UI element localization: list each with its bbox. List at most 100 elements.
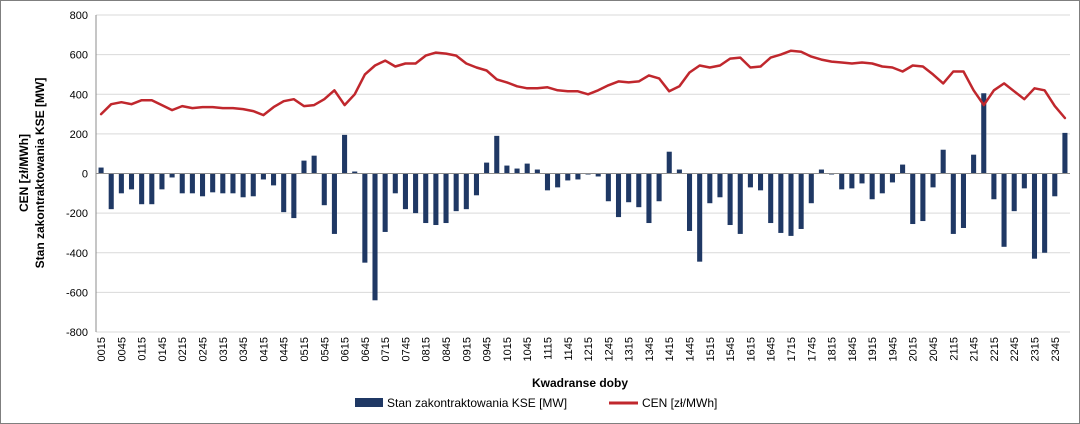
- bar: [737, 173, 743, 234]
- x-tick-label: 2245: [1009, 337, 1021, 361]
- y-tick-label: 400: [70, 89, 88, 101]
- x-tick-label: 2215: [989, 337, 1001, 361]
- bar: [514, 168, 520, 174]
- bar: [291, 173, 297, 219]
- bar: [788, 173, 794, 236]
- bar: [169, 173, 175, 178]
- x-tick-label: 1445: [685, 337, 697, 361]
- bar: [484, 162, 490, 174]
- bar: [1052, 173, 1058, 197]
- x-tick-label: 0815: [421, 337, 433, 361]
- bar: [362, 173, 368, 263]
- x-tick-label: 1015: [502, 337, 514, 361]
- x-tick-label: 0545: [319, 337, 331, 361]
- bar: [1001, 173, 1007, 247]
- bar: [849, 173, 855, 189]
- x-tick-label: 1415: [664, 337, 676, 361]
- bar: [108, 173, 114, 210]
- x-tick-label: 0915: [461, 337, 473, 361]
- bar: [940, 149, 946, 174]
- bar: [605, 173, 611, 202]
- bar: [331, 173, 337, 234]
- bar: [321, 173, 327, 206]
- bar: [473, 173, 480, 196]
- bar: [118, 173, 124, 194]
- bar: [1042, 173, 1048, 253]
- x-tick-label: 2345: [1050, 337, 1062, 361]
- bar: [311, 155, 317, 174]
- x-tick-label: 1515: [705, 337, 717, 361]
- bar: [240, 173, 246, 198]
- bar: [910, 173, 916, 225]
- x-tick-label: 0045: [116, 337, 128, 361]
- x-tick-label: 0415: [258, 337, 270, 361]
- bar: [98, 167, 104, 174]
- x-tick-label: 0015: [96, 337, 108, 361]
- bar: [443, 173, 449, 224]
- grid-layer: [96, 14, 1070, 333]
- legend-line-label: CEN [zł/MWh]: [642, 396, 717, 410]
- bar: [260, 173, 266, 180]
- bar: [971, 154, 977, 174]
- bar: [271, 173, 277, 186]
- x-tick-label: 0445: [279, 337, 291, 361]
- bar: [413, 173, 419, 214]
- y-tick-labels: -800 -600 -400 -200 0 200 400 600 800: [66, 10, 88, 339]
- bar: [565, 173, 571, 181]
- bar: [656, 173, 662, 202]
- bar: [697, 173, 703, 262]
- bar: [900, 164, 906, 174]
- bar: [230, 173, 236, 194]
- y-axis-title-line1: CEN [zł/MWh]: [17, 134, 31, 212]
- bar: [342, 134, 348, 174]
- bar: [281, 173, 287, 213]
- bar: [433, 173, 439, 226]
- legend-bar-swatch: [355, 398, 383, 407]
- line-series: [99, 49, 1067, 120]
- x-tick-label: 1815: [827, 337, 839, 361]
- bar: [646, 173, 652, 224]
- bar: [524, 163, 530, 174]
- y-tick-label: -800: [66, 327, 88, 339]
- bars-series: [98, 93, 1068, 301]
- x-tick-label: 0515: [299, 337, 311, 361]
- axis-layer: [95, 15, 1070, 332]
- bar: [758, 173, 764, 191]
- y-tick-label: -400: [66, 248, 88, 260]
- y-tick-label: 200: [70, 129, 88, 141]
- bar: [534, 169, 540, 174]
- bar: [869, 173, 875, 200]
- x-tick-label: 0845: [441, 337, 453, 361]
- bar: [920, 173, 926, 222]
- bar: [250, 173, 256, 197]
- x-tick-labels: 0015 0045 0115 0145 0215 0245 0315 0345 0415 0445…: [96, 337, 1062, 361]
- x-tick-label: 1045: [522, 337, 534, 361]
- bar: [392, 173, 398, 194]
- x-tick-label: 2015: [908, 337, 920, 361]
- bar: [747, 173, 753, 188]
- x-tick-label: 1215: [583, 337, 595, 361]
- bar: [1011, 173, 1017, 212]
- bar: [839, 173, 845, 190]
- bar: [626, 173, 632, 203]
- bar: [615, 173, 622, 218]
- bar: [666, 151, 672, 174]
- bar: [139, 173, 145, 205]
- bar: [889, 173, 895, 183]
- bar: [1021, 173, 1027, 189]
- y-axis-title-line2: Stan zakontraktowania KSE [MW]: [33, 78, 47, 269]
- y-tick-label: -200: [66, 208, 88, 220]
- bar: [930, 173, 936, 188]
- bar: [555, 173, 561, 188]
- x-tick-label: 0945: [482, 337, 494, 361]
- bar: [372, 173, 378, 301]
- cen-line: [99, 49, 1067, 120]
- x-tick-label: 0615: [340, 337, 352, 361]
- bar: [159, 173, 165, 190]
- bar: [960, 173, 967, 228]
- bar: [220, 173, 226, 194]
- x-tick-label: 0145: [157, 337, 169, 361]
- bar: [859, 173, 865, 184]
- bar: [423, 173, 429, 224]
- bar: [707, 173, 713, 204]
